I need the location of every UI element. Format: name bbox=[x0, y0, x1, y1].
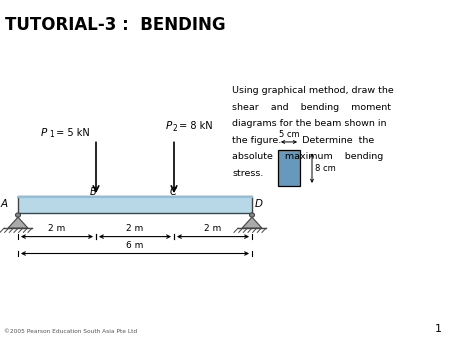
Text: stress.: stress. bbox=[232, 169, 263, 177]
Text: diagrams for the beam shown in: diagrams for the beam shown in bbox=[232, 119, 387, 128]
Text: absolute    maximum    bending: absolute maximum bending bbox=[232, 152, 383, 161]
Text: 2 m: 2 m bbox=[204, 224, 221, 233]
Text: the figure.       Determine  the: the figure. Determine the bbox=[232, 136, 374, 145]
Circle shape bbox=[15, 213, 21, 217]
Text: 2 m: 2 m bbox=[126, 224, 144, 233]
Text: 2: 2 bbox=[173, 124, 178, 132]
Text: A: A bbox=[1, 199, 8, 210]
Text: PROBLEM-1: PROBLEM-1 bbox=[4, 54, 109, 69]
Text: P: P bbox=[166, 121, 172, 131]
Text: shear    and    bending    moment: shear and bending moment bbox=[232, 103, 391, 112]
Text: 5 cm: 5 cm bbox=[279, 130, 299, 139]
Text: Using graphical method, draw the: Using graphical method, draw the bbox=[232, 86, 394, 95]
Bar bbox=[278, 150, 300, 186]
Text: 8 cm: 8 cm bbox=[315, 164, 336, 173]
Text: = 8 kN: = 8 kN bbox=[176, 121, 212, 131]
Text: ©2005 Pearson Education South Asia Pte Ltd: ©2005 Pearson Education South Asia Pte L… bbox=[4, 329, 137, 334]
Text: = 5 kN: = 5 kN bbox=[53, 128, 90, 138]
Circle shape bbox=[249, 213, 255, 217]
Text: 2 m: 2 m bbox=[48, 224, 66, 233]
Text: P: P bbox=[41, 128, 47, 138]
Bar bbox=[18, 196, 252, 213]
Text: B: B bbox=[90, 187, 97, 197]
Text: D: D bbox=[255, 199, 263, 210]
Text: 6 m: 6 m bbox=[126, 241, 144, 250]
Polygon shape bbox=[242, 217, 262, 228]
Text: C: C bbox=[170, 187, 177, 197]
Polygon shape bbox=[8, 217, 28, 228]
Text: 1: 1 bbox=[49, 130, 54, 139]
Text: TUTORIAL-3 :  BENDING: TUTORIAL-3 : BENDING bbox=[5, 16, 226, 33]
Text: 1: 1 bbox=[435, 324, 442, 334]
